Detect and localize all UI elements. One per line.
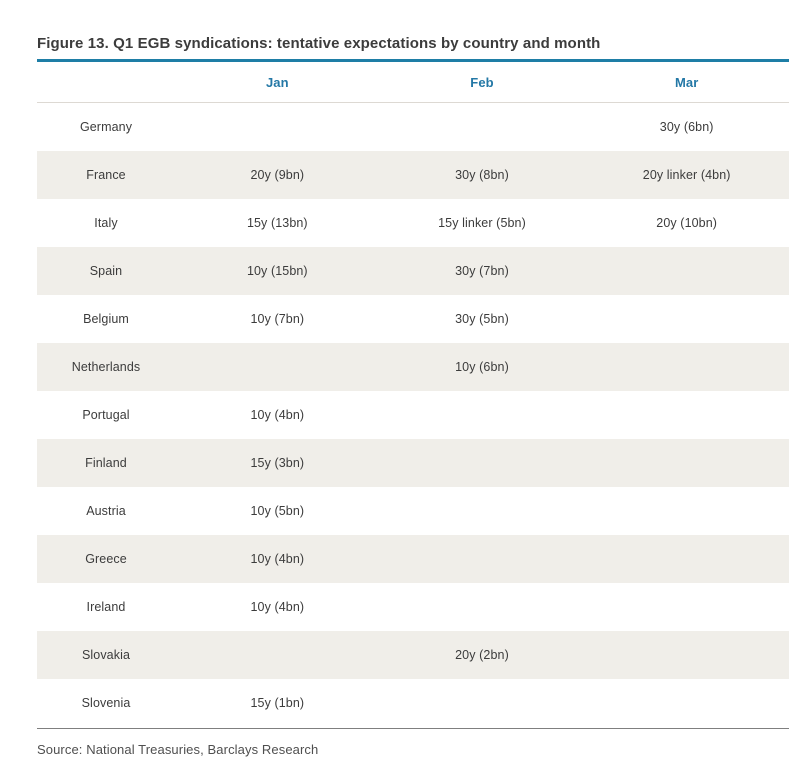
table-row: Spain 10y (15bn) 30y (7bn) xyxy=(37,247,789,295)
cell-jan: 15y (13bn) xyxy=(246,216,308,230)
accent-rule xyxy=(37,59,789,62)
cell-feb: 10y (6bn) xyxy=(455,360,509,374)
country-label: Italy xyxy=(94,216,118,230)
country-label: Portugal xyxy=(82,408,130,422)
country-label: Finland xyxy=(85,456,127,470)
country-label: Ireland xyxy=(86,600,126,614)
table-row: Italy 15y (13bn) 15y linker (5bn) 20y (1… xyxy=(37,199,789,247)
country-label: Slovakia xyxy=(81,648,131,662)
column-header-feb: Feb xyxy=(470,74,494,90)
country-label: Spain xyxy=(89,264,123,278)
table-row: Netherlands 10y (6bn) xyxy=(37,343,789,391)
figure-title: Figure 13. Q1 EGB syndications: tentativ… xyxy=(37,35,601,52)
table-row: Finland 15y (3bn) xyxy=(37,439,789,487)
cell-jan: 10y (5bn) xyxy=(250,504,305,518)
cell-mar: 30y (6bn) xyxy=(659,120,714,134)
table-row: Belgium 10y (7bn) 30y (5bn) xyxy=(37,295,789,343)
cell-mar: 20y linker (4bn) xyxy=(642,168,731,182)
cell-jan: 15y (3bn) xyxy=(250,456,305,470)
figure-container: Figure 13. Q1 EGB syndications: tentativ… xyxy=(37,0,789,757)
country-label: France xyxy=(86,168,126,182)
column-header-jan: Jan xyxy=(265,74,289,90)
cell-jan: 20y (9bn) xyxy=(250,168,305,182)
country-label: Belgium xyxy=(83,312,129,326)
column-header-mar: Mar xyxy=(674,74,699,90)
country-label: Greece xyxy=(85,552,127,566)
country-label: Austria xyxy=(86,504,126,518)
table-row: Ireland 10y (4bn) xyxy=(37,583,789,631)
table-row: Slovenia 15y (1bn) xyxy=(37,679,789,727)
bottom-rule xyxy=(37,728,789,729)
table-row: Slovakia 20y (2bn) xyxy=(37,631,789,679)
cell-jan: 10y (15bn) xyxy=(246,264,308,278)
cell-feb: 30y (5bn) xyxy=(455,312,509,326)
table-row: Portugal 10y (4bn) xyxy=(37,391,789,439)
cell-jan: 10y (7bn) xyxy=(250,312,305,326)
cell-jan: 10y (4bn) xyxy=(250,408,305,422)
table-row: Germany 30y (6bn) xyxy=(37,103,789,151)
cell-feb: 30y (7bn) xyxy=(455,264,509,278)
cell-jan: 10y (4bn) xyxy=(250,600,305,614)
syndications-table: Jan Feb Mar Germany 30y (6bn) France 20y… xyxy=(37,62,789,727)
table-row: Austria 10y (5bn) xyxy=(37,487,789,535)
country-label: Netherlands xyxy=(71,360,141,374)
source-note: Source: National Treasuries, Barclays Re… xyxy=(37,742,319,757)
country-label: Slovenia xyxy=(81,696,131,710)
table-header-row: Jan Feb Mar xyxy=(37,62,789,103)
cell-feb: 20y (2bn) xyxy=(455,648,509,662)
cell-feb: 15y linker (5bn) xyxy=(438,216,526,230)
cell-mar: 20y (10bn) xyxy=(656,216,718,230)
cell-jan: 10y (4bn) xyxy=(250,552,305,566)
cell-feb: 30y (8bn) xyxy=(455,168,509,182)
country-label: Germany xyxy=(79,120,133,134)
table-row: France 20y (9bn) 30y (8bn) 20y linker (4… xyxy=(37,151,789,199)
cell-jan: 15y (1bn) xyxy=(250,696,305,710)
table-row: Greece 10y (4bn) xyxy=(37,535,789,583)
